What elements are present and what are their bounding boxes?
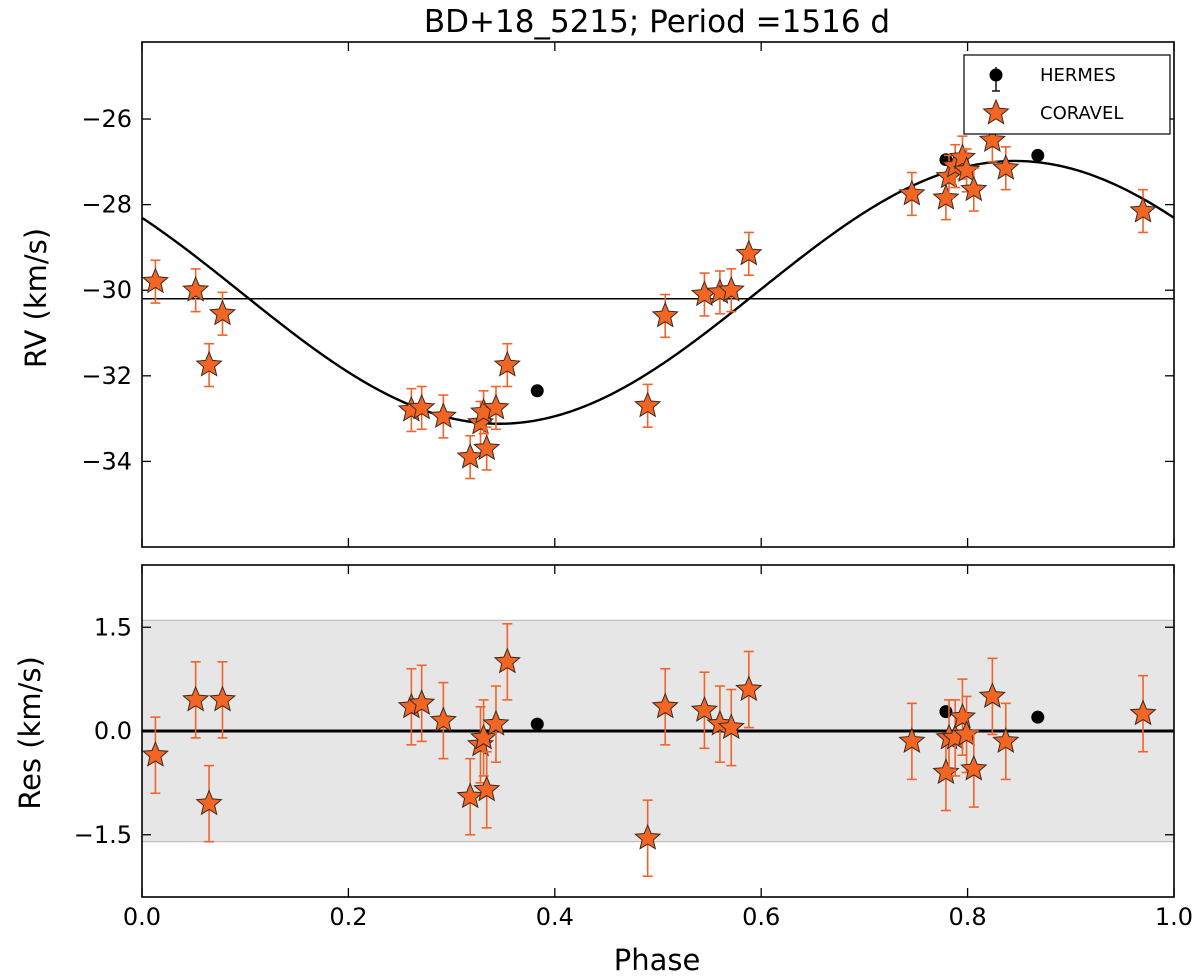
chart-title: BD+18_5215; Period =1516 d xyxy=(424,4,890,40)
res-coravel-point xyxy=(898,727,926,753)
legend-coravel-star xyxy=(982,98,1010,125)
res-coravel-point xyxy=(482,709,510,736)
rv-coravel-point xyxy=(960,175,988,202)
res-coravel-point xyxy=(208,685,237,712)
rv-coravel-point xyxy=(1129,196,1157,223)
x-tick-label: 0.4 xyxy=(536,903,574,931)
rv-coravel-point xyxy=(408,393,436,420)
x-tick-label: 0.8 xyxy=(949,903,987,931)
rv-y-tick-label: −32 xyxy=(81,362,132,390)
legend: HERMES CORAVEL xyxy=(963,54,1171,135)
rv-coravel-point xyxy=(735,239,763,266)
res-coravel-point xyxy=(195,789,223,816)
res-hermes-point xyxy=(530,717,544,731)
rv-coravel-point xyxy=(195,350,223,377)
rv-hermes-point xyxy=(1031,148,1045,162)
rv-y-tick-label: −28 xyxy=(81,191,132,219)
rv-coravel-point xyxy=(182,275,210,302)
legend-coravel-label: CORAVEL xyxy=(1040,103,1123,124)
res-coravel-point xyxy=(141,740,170,767)
legend-hermes-dot xyxy=(989,68,1003,82)
rv-coravel-point xyxy=(634,391,662,418)
res-coravel-point xyxy=(960,754,988,781)
x-tick-label: 0.0 xyxy=(123,903,161,931)
res-hermes-point xyxy=(1031,710,1045,724)
res-coravel-point xyxy=(408,689,436,715)
res-coravel-point xyxy=(978,682,1006,708)
orbit-model-curve xyxy=(141,159,1175,425)
rv-coravel-point xyxy=(992,153,1020,180)
rv-coravel-point xyxy=(932,183,960,210)
x-tick-label: 0.6 xyxy=(742,903,780,931)
rv-coravel-point xyxy=(651,301,679,328)
rv-y-tick-label: −30 xyxy=(81,276,132,304)
res-coravel-point xyxy=(717,713,745,740)
rv-coravel-point xyxy=(473,434,501,461)
rv-coravel-point xyxy=(717,275,745,302)
res-coravel-point xyxy=(456,782,484,809)
rv-hermes-point xyxy=(530,384,544,398)
rv-coravel-point xyxy=(141,267,170,294)
res-coravel-point xyxy=(1129,699,1157,726)
rv-coravel-point xyxy=(429,402,457,429)
x-axis-label: Phase xyxy=(614,943,701,977)
legend-coravel-marker xyxy=(982,98,1010,125)
res-coravel-point xyxy=(634,823,662,850)
res-coravel-point xyxy=(735,675,763,702)
rv-coravel-point xyxy=(898,179,926,206)
rv-coravel-point xyxy=(493,350,521,377)
res-coravel-point xyxy=(992,727,1020,753)
res-coravel-point xyxy=(651,692,679,719)
rv-coravel-point xyxy=(456,442,484,469)
rv-coravel-point xyxy=(208,299,237,326)
x-tick-label: 1.0 xyxy=(1155,903,1193,931)
rv-y-axis-label: RV (km/s) xyxy=(19,228,53,368)
legend-hermes-marker xyxy=(989,67,1003,92)
plot-layer: −34 −32 −30 −28 −26 0.0 0.2 0.4 0.6 0.8 1.0 −1.5 0.0… xyxy=(74,41,1193,931)
x-tick-label: 0.2 xyxy=(329,903,367,931)
res-coravel-point xyxy=(690,695,719,722)
rv-panel-frame xyxy=(141,41,1175,548)
res-y-tick-label: 0.0 xyxy=(94,717,132,745)
res-coravel-point xyxy=(493,647,521,674)
res-panel-frame xyxy=(141,564,1175,898)
res-coravel-point xyxy=(948,702,977,729)
res-y-axis-label: Res (km/s) xyxy=(13,656,47,810)
rv-coravel-point xyxy=(978,126,1006,153)
res-y-tick-label: −1.5 xyxy=(74,821,132,849)
res-y-tick-label: 1.5 xyxy=(94,613,132,641)
legend-hermes-label: HERMES xyxy=(1040,65,1116,86)
rv-coravel-point xyxy=(952,156,981,182)
res-coravel-point xyxy=(473,775,501,802)
rv-y-tick-label: −34 xyxy=(81,447,132,475)
res-coravel-point xyxy=(469,723,498,750)
res-hermes-point xyxy=(939,705,953,719)
rv-coravel-point xyxy=(482,393,510,420)
rv-y-tick-label: −26 xyxy=(81,105,132,133)
res-coravel-point xyxy=(429,706,457,733)
res-coravel-point xyxy=(182,685,210,712)
